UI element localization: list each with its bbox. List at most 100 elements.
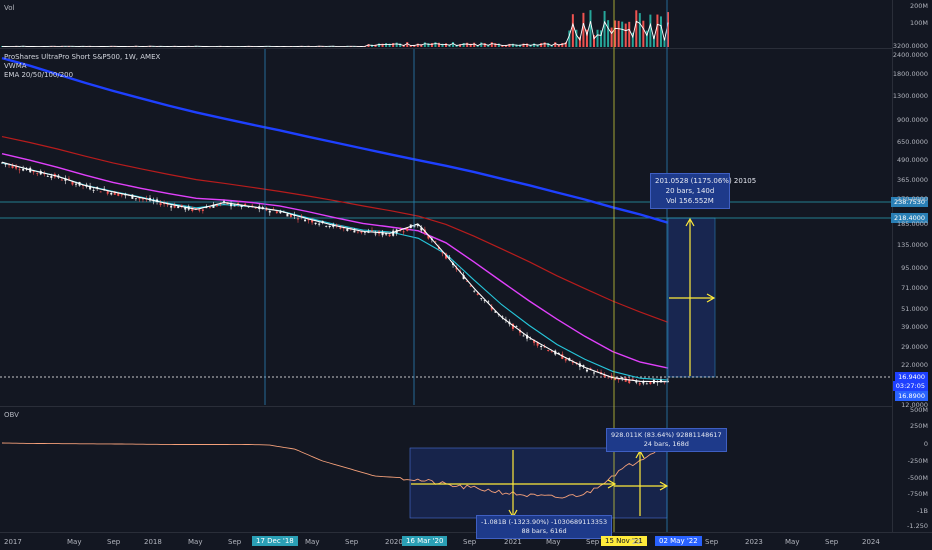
volume-bar <box>434 42 437 47</box>
candle-body <box>113 191 116 195</box>
candle-body <box>279 211 282 214</box>
candle-body <box>346 228 349 231</box>
candle-body <box>363 231 366 233</box>
candle-body <box>166 204 169 206</box>
candle-body <box>371 230 373 232</box>
candle-body <box>533 339 536 343</box>
candle-body <box>635 380 638 383</box>
price-tag-top-b: 218.4000 <box>890 213 928 223</box>
price-tag-top-a: 238.7530 <box>890 197 928 207</box>
candle-body <box>25 169 28 171</box>
price-tick-3: 900.0000 <box>896 116 928 125</box>
volume-bar <box>571 14 574 48</box>
price-range-tooltip: 201.0528 (1175.06%) 20105 20 bars, 140d … <box>650 173 756 209</box>
volume-bar <box>452 42 455 47</box>
price-tag-last: 16.9400 <box>895 372 928 382</box>
time-tick-2: Sep <box>107 538 121 546</box>
candle-body <box>297 218 299 220</box>
time-tick-9: 2020 <box>385 538 403 546</box>
price-tick-0: 2400.0000 <box>892 51 928 60</box>
candle-body <box>191 207 194 212</box>
volume-bar <box>508 43 511 47</box>
time-tick-11: Sep <box>463 538 477 546</box>
volume-bar <box>652 35 655 47</box>
time-tick-15: 15 Nov '21 <box>601 536 647 546</box>
time-tick-19: 2023 <box>745 538 763 546</box>
price-range-bars: 20 bars, 140d <box>665 187 715 195</box>
candle-body <box>582 365 585 367</box>
volume-bar <box>575 29 578 47</box>
candle-body <box>466 280 469 282</box>
candle-body <box>289 214 292 217</box>
legend-ema[interactable]: EMA 20/50/100/200 <box>4 71 74 79</box>
obv-tick-3: -250M <box>907 457 928 465</box>
candle-body <box>353 230 356 233</box>
candle-body <box>117 192 120 196</box>
price-tag-countdown: 03:27:05 <box>892 381 928 391</box>
candle-body <box>628 378 631 384</box>
candle-body <box>304 219 307 222</box>
candle-body <box>230 203 233 207</box>
candle-body <box>159 203 162 206</box>
candle-body <box>399 229 402 232</box>
volume-bar <box>445 43 447 47</box>
obv-pane-label: OBV <box>4 411 19 419</box>
volume-bar <box>430 43 433 47</box>
candle-body <box>170 205 173 208</box>
obv-up-change: 928.011K (83.64%) 92881148617 <box>611 431 722 439</box>
volume-bar <box>399 43 402 47</box>
volume-bar <box>483 43 486 47</box>
volume-bar <box>420 44 423 47</box>
candle-body <box>547 350 550 351</box>
candle-body <box>441 252 444 254</box>
volume-bar <box>635 10 638 47</box>
volume-bar <box>487 44 490 47</box>
candle-body <box>156 199 159 202</box>
obv-up-range-tooltip: 928.011K (83.64%) 92881148617 24 bars, 1… <box>606 428 727 452</box>
candle-body <box>106 191 109 194</box>
price-range-volume: Vol 156.552M <box>666 197 714 205</box>
candle-body <box>314 222 317 225</box>
volume-bar <box>617 20 620 47</box>
legend-vwma[interactable]: VWMA <box>4 62 27 70</box>
candle-body <box>67 178 70 180</box>
volume-bar <box>610 27 613 47</box>
obv-tick-5: -750M <box>907 490 928 498</box>
volume-bar <box>367 44 370 47</box>
volume-bar <box>381 43 384 47</box>
time-tick-12: 2021 <box>504 538 522 546</box>
price-range-arrowhead-up <box>685 217 695 227</box>
candle-body <box>138 198 141 200</box>
volume-bar <box>536 44 539 47</box>
price-tick-6: 365.0000 <box>896 175 928 184</box>
volume-bar <box>589 10 592 47</box>
volume-bar <box>480 42 483 47</box>
volume-bar <box>385 43 388 47</box>
price-tick-1: 1800.0000 <box>892 70 928 79</box>
volume-bar <box>596 29 599 47</box>
volume-bar <box>540 43 543 47</box>
candle-body <box>543 346 546 348</box>
candle-body <box>462 275 465 280</box>
candle-body <box>318 223 321 225</box>
price-tick-16: 12.0000 <box>901 401 928 409</box>
volume-bar <box>614 20 617 47</box>
volume-bar <box>649 14 652 48</box>
candle-body <box>550 351 553 353</box>
candle-body <box>198 209 201 211</box>
candle-body <box>212 204 215 208</box>
obv-down-range-tooltip: -1.081B (-1323.90%) -1030689113353 88 ba… <box>476 515 613 539</box>
volume-bar <box>427 43 430 47</box>
time-tick-21: Sep <box>825 538 839 546</box>
candle-body <box>564 358 567 361</box>
volume-bar <box>667 12 669 47</box>
obv-down-arrowhead-right <box>607 479 617 489</box>
volume-bar <box>519 44 521 47</box>
volume-bar <box>600 30 603 47</box>
obv-down-bars: 88 bars, 616d <box>521 527 567 535</box>
candle-body <box>522 335 525 337</box>
time-tick-6: 17 Dec '18 <box>252 536 298 546</box>
volume-bar <box>656 14 659 47</box>
obv-tick-4: -500M <box>907 474 928 482</box>
